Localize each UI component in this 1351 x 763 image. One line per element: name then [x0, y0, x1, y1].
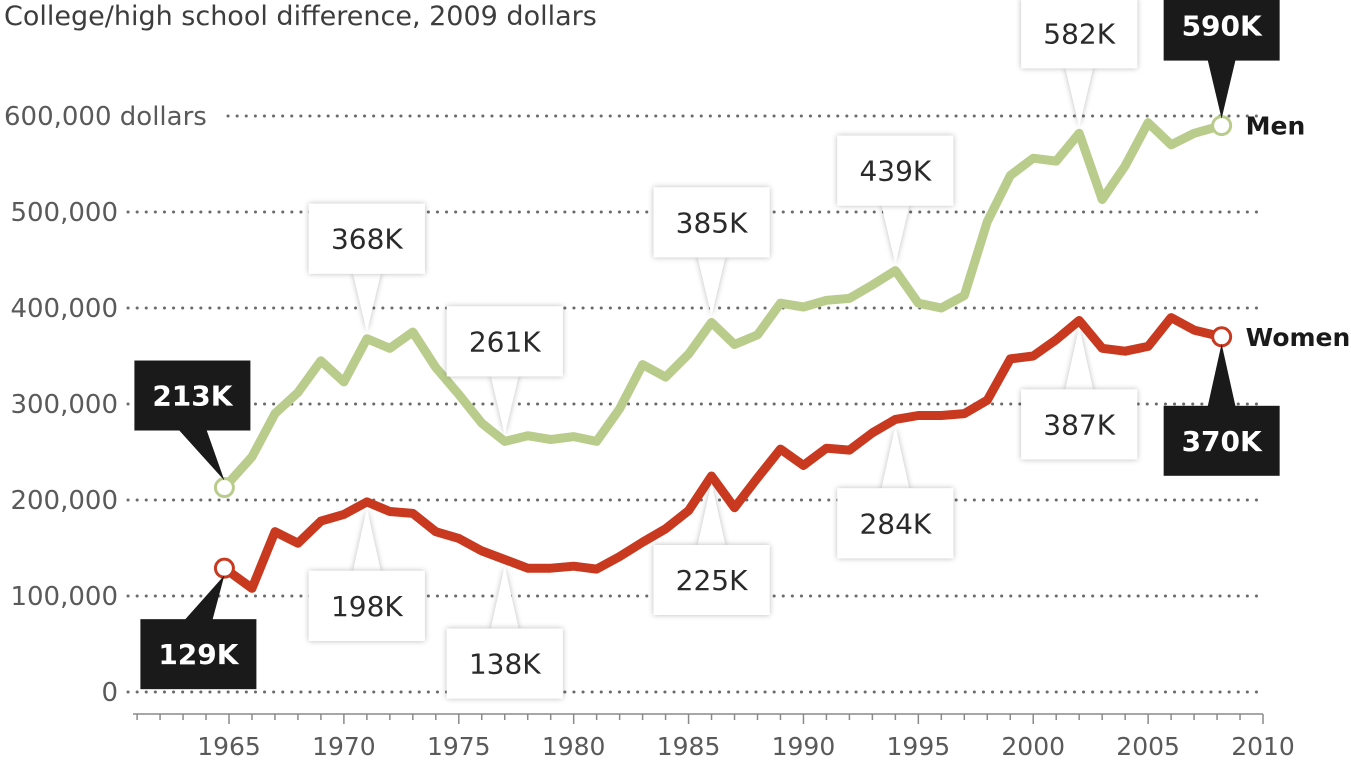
- callout-label: 198K: [331, 590, 403, 623]
- callout-label: 582K: [1043, 17, 1115, 50]
- series-endpoint-marker: [1211, 326, 1233, 348]
- x-tick-label: 2000: [1001, 732, 1065, 761]
- y-tick-label: 200,000: [10, 486, 118, 516]
- series-lines: Men Women: [213, 112, 1351, 593]
- callout-pointer: [1065, 327, 1094, 391]
- callout-label: 129K: [158, 638, 239, 671]
- callout-box: [446, 628, 563, 699]
- y-tick-label: 600,000 dollars: [4, 102, 207, 132]
- x-axis: 1965 1970 1975 1980 1985 1990 1995 2000 2005 2010: [133, 713, 1295, 761]
- callout-box: [308, 570, 425, 641]
- y-tick-label: 0: [101, 678, 118, 708]
- x-tick-label: 1995: [887, 732, 951, 761]
- callout-pointer: [881, 204, 910, 264]
- callout-pointer: [1207, 59, 1236, 119]
- callout-box: [837, 135, 954, 206]
- callout-pointer: [697, 256, 726, 316]
- x-tick-label: 1970: [312, 732, 376, 761]
- callout-label: 284K: [859, 507, 931, 540]
- callout-385K: 385K: [653, 187, 770, 316]
- callout-box: [308, 203, 425, 274]
- x-tick-label: 2010: [1231, 732, 1295, 761]
- callout-box: [1021, 389, 1138, 460]
- callout-138K: 138K: [446, 566, 563, 699]
- callout-387K: 387K: [1021, 327, 1138, 460]
- callout-label: 387K: [1043, 408, 1115, 441]
- callout-370K: 370K: [1163, 343, 1280, 476]
- callout-pointer: [490, 375, 519, 435]
- series-label-men: Men: [1246, 112, 1306, 141]
- callout-590K: 590K: [1163, 0, 1280, 119]
- x-tick-label: 1985: [657, 732, 721, 761]
- callout-225K: 225K: [653, 483, 770, 615]
- callout-box: [653, 187, 770, 258]
- callout-seam: [350, 267, 383, 274]
- callout-box: [1163, 405, 1280, 476]
- callout-pointer: [697, 483, 726, 546]
- x-tick-label: 1975: [427, 732, 491, 761]
- callout-198K: 198K: [308, 508, 425, 641]
- callout-box: [140, 619, 257, 690]
- callout-label: 261K: [469, 325, 541, 358]
- series-endpoint-marker: [1211, 115, 1233, 137]
- callout-label: 368K: [331, 223, 403, 256]
- chart-title: College/high school difference, 2009 dol…: [4, 1, 597, 32]
- callout-label: 439K: [859, 155, 931, 188]
- y-tick-label: 300,000: [10, 390, 118, 420]
- callout-box: [653, 545, 770, 615]
- callout-seam: [879, 488, 912, 495]
- x-tick-label: 1965: [197, 732, 261, 761]
- x-tick-label: 1980: [542, 732, 606, 761]
- callout-368K: 368K: [308, 203, 425, 332]
- x-tick-label: 2005: [1116, 732, 1180, 761]
- callout-seam: [695, 251, 728, 258]
- callout-label: 385K: [676, 206, 748, 239]
- callout-129K: 129K: [140, 575, 257, 690]
- callout-label: 213K: [152, 380, 233, 413]
- series-line-women: [219, 313, 1227, 593]
- callout-box: [1021, 0, 1138, 69]
- callout-pointer: [881, 426, 910, 490]
- callout-box: [837, 488, 954, 559]
- y-tick-label: 400,000: [10, 294, 118, 324]
- series-line-men: [219, 118, 1227, 492]
- annotations: 213K 368K 261K 385K 439K 582K 590K 129K 198K 138K…: [134, 0, 1280, 699]
- callout-label: 370K: [1182, 425, 1263, 458]
- callout-label: 138K: [469, 648, 541, 681]
- callout-label: 590K: [1182, 10, 1263, 43]
- callout-pointer: [178, 429, 225, 481]
- callout-pointer: [1207, 343, 1236, 407]
- y-tick-label: 100,000: [10, 582, 118, 612]
- callout-seam: [350, 570, 383, 577]
- callout-seam: [488, 370, 521, 377]
- callout-box: [1163, 0, 1280, 61]
- callout-seam: [1063, 62, 1096, 69]
- callout-seam: [695, 545, 728, 551]
- series-endpoint-marker: [213, 557, 235, 579]
- grid: 0 100,000 200,000 300,000 400,000 500,000 600,…: [4, 102, 1264, 708]
- callout-213K: 213K: [134, 360, 251, 481]
- series-endpoint-marker: [213, 477, 235, 499]
- callout-label: 225K: [676, 564, 748, 597]
- series-label-women: Women: [1246, 323, 1351, 352]
- callout-582K: 582K: [1021, 0, 1138, 127]
- callout-pointer: [1065, 67, 1094, 127]
- callout-pointer: [352, 272, 381, 332]
- callout-seam: [879, 199, 912, 206]
- callout-pointer: [352, 508, 381, 572]
- callout-box: [134, 360, 251, 431]
- callout-pointer: [490, 566, 519, 630]
- callout-284K: 284K: [837, 426, 954, 559]
- y-tick-label: 500,000: [10, 198, 118, 228]
- callout-seam: [488, 628, 521, 635]
- callout-seam: [1063, 389, 1096, 396]
- callout-439K: 439K: [837, 135, 954, 264]
- callout-pointer: [184, 575, 225, 621]
- callout-box: [446, 306, 563, 377]
- callout-261K: 261K: [446, 306, 563, 435]
- x-tick-label: 1990: [772, 732, 836, 761]
